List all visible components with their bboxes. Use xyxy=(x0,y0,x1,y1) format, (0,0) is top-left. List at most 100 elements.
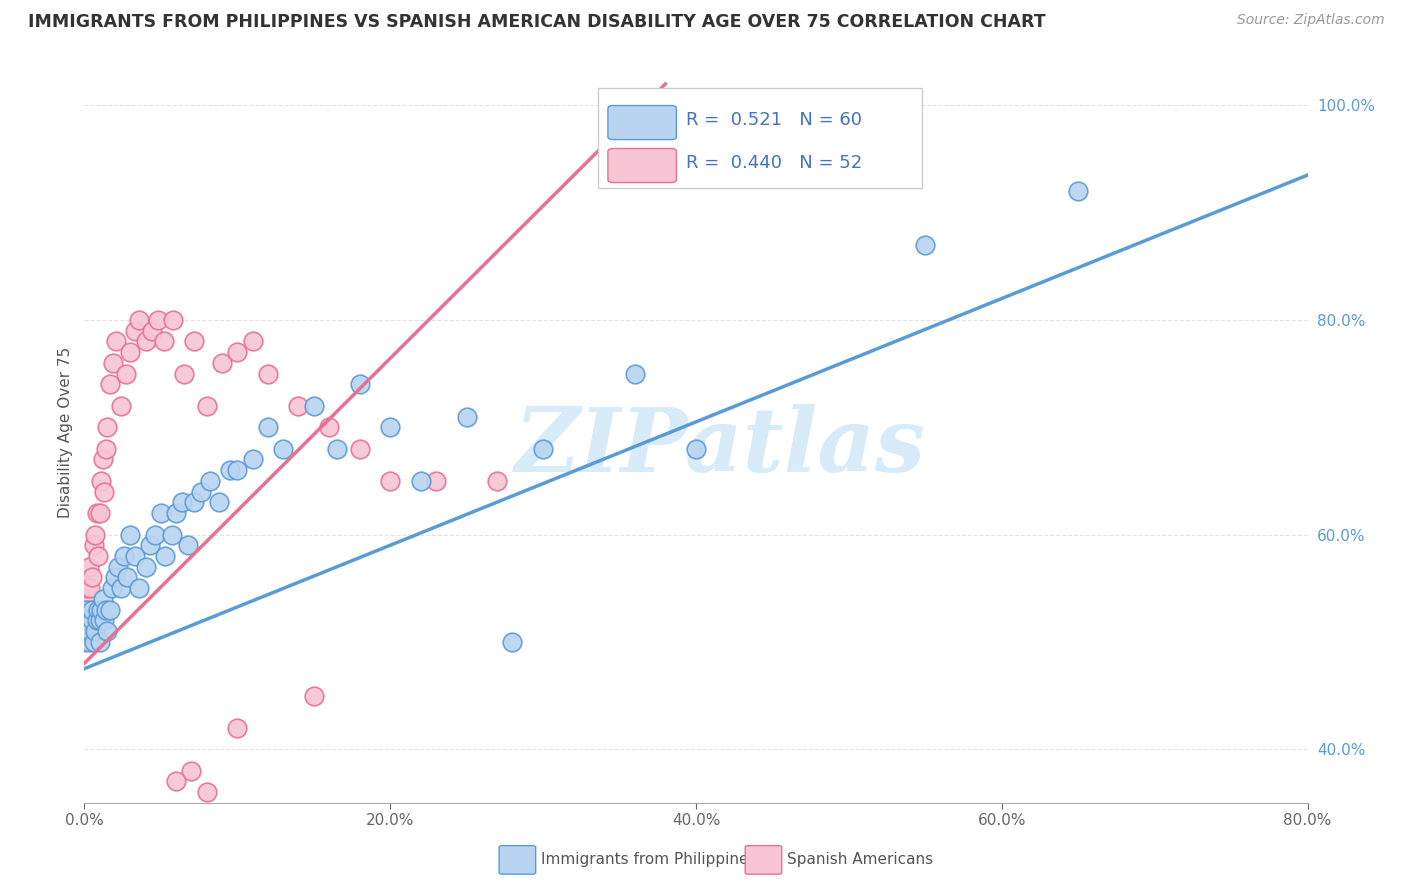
Point xyxy=(93,484,115,499)
Point xyxy=(124,549,146,563)
Point xyxy=(115,570,138,584)
Text: R =  0.440   N = 52: R = 0.440 N = 52 xyxy=(686,154,862,172)
Point xyxy=(325,442,347,456)
Point xyxy=(456,409,478,424)
Point xyxy=(73,624,96,639)
Point xyxy=(75,591,97,606)
Point xyxy=(94,602,117,616)
Point xyxy=(84,624,107,639)
Point xyxy=(77,635,100,649)
Point xyxy=(80,614,103,628)
Point xyxy=(84,527,107,541)
Point xyxy=(153,334,176,349)
Point xyxy=(91,452,114,467)
Point xyxy=(80,570,103,584)
Point xyxy=(80,602,103,616)
Text: Source: ZipAtlas.com: Source: ZipAtlas.com xyxy=(1237,13,1385,28)
Point xyxy=(195,399,218,413)
Point xyxy=(77,602,100,616)
Point xyxy=(349,442,371,456)
Point xyxy=(76,624,98,639)
Point xyxy=(302,689,325,703)
Point xyxy=(98,377,121,392)
Point xyxy=(114,367,136,381)
Point xyxy=(162,313,184,327)
Point xyxy=(143,527,166,541)
Point xyxy=(624,367,647,381)
Text: ZIPatlas: ZIPatlas xyxy=(515,404,927,491)
Point xyxy=(208,495,231,509)
Point xyxy=(83,635,105,649)
FancyBboxPatch shape xyxy=(598,88,922,188)
Point xyxy=(104,570,127,584)
Point xyxy=(73,614,96,628)
Point xyxy=(226,721,249,735)
Point xyxy=(98,602,121,616)
Point xyxy=(271,442,294,456)
Point xyxy=(198,474,221,488)
Point xyxy=(89,506,111,520)
Point xyxy=(79,581,101,595)
Point xyxy=(287,399,309,413)
FancyBboxPatch shape xyxy=(607,105,676,139)
Point xyxy=(96,624,118,639)
Point xyxy=(128,581,150,595)
Point xyxy=(172,495,194,509)
Point xyxy=(77,559,100,574)
Point xyxy=(75,614,97,628)
Point xyxy=(120,345,142,359)
Point xyxy=(101,581,124,595)
Point xyxy=(94,442,117,456)
Point xyxy=(1067,184,1090,198)
Point xyxy=(87,549,110,563)
Point xyxy=(190,484,212,499)
Text: IMMIGRANTS FROM PHILIPPINES VS SPANISH AMERICAN DISABILITY AGE OVER 75 CORRELATI: IMMIGRANTS FROM PHILIPPINES VS SPANISH A… xyxy=(28,13,1046,31)
Point xyxy=(155,549,177,563)
Point xyxy=(349,377,371,392)
Point xyxy=(76,614,98,628)
Point xyxy=(180,764,202,778)
Point xyxy=(502,635,524,649)
Point xyxy=(86,506,108,520)
Point xyxy=(302,399,325,413)
Point xyxy=(96,420,118,434)
Point xyxy=(183,495,205,509)
Point xyxy=(76,614,98,628)
Point xyxy=(242,452,264,467)
Point xyxy=(110,581,132,595)
Point xyxy=(914,237,936,252)
Point xyxy=(486,474,509,488)
Point xyxy=(226,345,249,359)
Point xyxy=(91,591,114,606)
Point xyxy=(135,334,157,349)
Text: Spanish Americans: Spanish Americans xyxy=(787,853,934,867)
Point xyxy=(120,527,142,541)
Text: R =  0.521   N = 60: R = 0.521 N = 60 xyxy=(686,112,862,129)
Point xyxy=(242,334,264,349)
Point xyxy=(195,785,218,799)
Point xyxy=(177,538,200,552)
Point xyxy=(83,538,105,552)
Point xyxy=(90,602,112,616)
Point xyxy=(89,614,111,628)
Point xyxy=(105,334,128,349)
Point xyxy=(79,624,101,639)
Point xyxy=(183,334,205,349)
Point xyxy=(139,538,162,552)
Point xyxy=(103,356,125,370)
Point xyxy=(425,474,447,488)
Point xyxy=(73,602,96,616)
Point xyxy=(149,506,172,520)
Point xyxy=(226,463,249,477)
Point xyxy=(89,635,111,649)
Point xyxy=(146,313,169,327)
Point xyxy=(73,635,96,649)
Point xyxy=(218,463,240,477)
Text: Immigrants from Philippines: Immigrants from Philippines xyxy=(541,853,756,867)
Point xyxy=(211,356,233,370)
Point xyxy=(86,614,108,628)
FancyBboxPatch shape xyxy=(607,148,676,183)
Point xyxy=(160,527,183,541)
Point xyxy=(75,614,97,628)
Point xyxy=(128,313,150,327)
